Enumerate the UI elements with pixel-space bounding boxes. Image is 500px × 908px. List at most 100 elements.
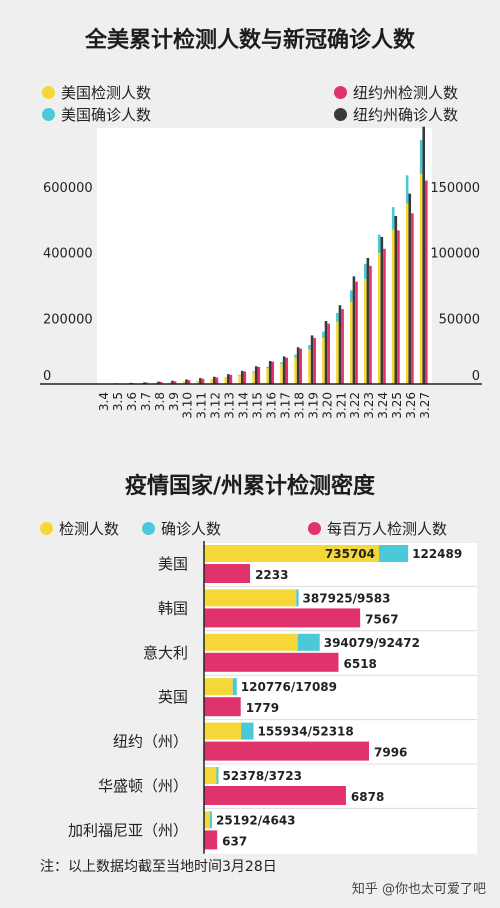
confirmed-bar bbox=[297, 633, 320, 651]
x-tick-label: 3.19 bbox=[306, 392, 320, 419]
us-tests-bar bbox=[238, 375, 241, 384]
left-tick-label: 200000 bbox=[43, 312, 93, 327]
left-tick-label: 0 bbox=[43, 369, 51, 384]
ny-confirmed-bar bbox=[310, 335, 314, 384]
legend-tests: 检测人数 bbox=[40, 518, 119, 539]
per-million-bar bbox=[204, 741, 369, 761]
tests-value-label: 155934/52318 bbox=[258, 725, 354, 739]
us-confirmed-bar bbox=[210, 379, 214, 381]
x-tick-label: 3.27 bbox=[418, 392, 432, 419]
x-tick-label: 3.13 bbox=[223, 392, 237, 419]
us-confirmed-bar bbox=[377, 234, 381, 253]
x-tick-label: 3.4 bbox=[97, 392, 111, 411]
confirmed-bar bbox=[241, 722, 254, 740]
ny-tests-bar bbox=[229, 374, 233, 384]
tests-bar bbox=[204, 767, 217, 784]
category-label: 英国 bbox=[158, 688, 188, 706]
legend-ny-confirmed: 纽约州确诊人数 bbox=[334, 104, 458, 125]
legend-label: 每百万人检测人数 bbox=[327, 520, 448, 538]
x-tick-label: 3.26 bbox=[404, 392, 418, 419]
ny-confirmed-bar bbox=[352, 276, 356, 384]
ny-confirmed-bar bbox=[422, 126, 426, 384]
legend-us-tests: 美国检测人数 bbox=[42, 82, 151, 103]
ny-confirmed-bar bbox=[394, 215, 398, 384]
legend-label: 美国检测人数 bbox=[61, 84, 152, 102]
ny-tests-bar bbox=[397, 230, 400, 384]
chart2-title: 疫情国家/州累计检测密度 bbox=[124, 474, 376, 499]
ny-tests-bar bbox=[173, 381, 177, 384]
cyan-dot-icon bbox=[142, 522, 155, 535]
cumulative-tests-chart: 0 200000 400000 600000 0 50000 100000 150000 3.4… bbox=[40, 126, 482, 419]
us-tests-bar bbox=[252, 372, 255, 384]
category-label: 意大利 bbox=[143, 644, 188, 662]
x-tick-label: 3.21 bbox=[334, 392, 348, 419]
ny-confirmed-bar bbox=[380, 236, 384, 384]
ny-confirmed-bar bbox=[213, 376, 216, 384]
us-confirmed-bar bbox=[336, 312, 339, 322]
pink-dot-icon bbox=[334, 86, 347, 99]
ny-tests-bar bbox=[201, 378, 205, 384]
tests-bar bbox=[204, 811, 210, 829]
us-confirmed-bar bbox=[224, 377, 228, 379]
category-label: 华盛顿（州） bbox=[98, 777, 188, 795]
per-million-bar bbox=[204, 608, 361, 628]
legend-per-million: 每百万人检测人数 bbox=[308, 518, 447, 539]
ny-tests-bar bbox=[355, 281, 358, 384]
ny-tests-bar bbox=[215, 377, 219, 384]
us-tests-bar bbox=[280, 364, 283, 384]
ny-tests-bar bbox=[369, 265, 372, 384]
x-tick-label: 3.7 bbox=[139, 392, 153, 411]
x-tick-label: 3.25 bbox=[390, 392, 404, 419]
us-tests-bar bbox=[322, 338, 325, 384]
ny-tests-bar bbox=[243, 371, 247, 384]
ny-confirmed-bar bbox=[199, 378, 202, 384]
legend-label: 检测人数 bbox=[59, 520, 120, 538]
per-million-value-label: 6878 bbox=[351, 790, 384, 804]
right-tick-label: 0 bbox=[472, 369, 480, 384]
ny-confirmed-bar bbox=[254, 366, 258, 384]
legend-ny-tests: 纽约州检测人数 bbox=[334, 82, 458, 103]
us-tests-bar bbox=[419, 173, 423, 384]
category-label: 美国 bbox=[158, 555, 188, 573]
us-tests-bar bbox=[308, 349, 311, 384]
right-tick-label: 150000 bbox=[430, 181, 480, 196]
ny-confirmed-bar bbox=[143, 382, 146, 384]
ny-tests-bar bbox=[285, 357, 289, 384]
per-million-bar bbox=[204, 652, 339, 672]
tests-value-label: 394079/92472 bbox=[324, 636, 420, 650]
x-tick-label: 3.8 bbox=[153, 392, 167, 411]
ny-confirmed-bar bbox=[171, 380, 174, 384]
us-tests-bar bbox=[294, 357, 297, 384]
per-million-value-label: 2233 bbox=[255, 568, 288, 582]
tests-value-label: 387925/9583 bbox=[303, 591, 391, 605]
ny-confirmed-bar bbox=[296, 347, 300, 384]
ny-tests-bar bbox=[313, 338, 316, 384]
x-tick-label: 3.14 bbox=[237, 392, 251, 419]
ny-confirmed-bar bbox=[240, 370, 244, 384]
ny-confirmed-bar bbox=[282, 356, 286, 384]
x-tick-label: 3.6 bbox=[125, 392, 139, 411]
us-confirmed-bar bbox=[238, 374, 241, 376]
per-million-bar bbox=[204, 697, 241, 717]
yellow-dot-icon bbox=[42, 86, 55, 99]
x-tick-label: 3.20 bbox=[320, 392, 334, 419]
us-confirmed-bar bbox=[322, 331, 325, 339]
ny-confirmed-bar bbox=[268, 361, 272, 384]
ny-tests-bar bbox=[425, 180, 428, 384]
us-tests-bar bbox=[182, 382, 186, 384]
x-tick-label: 3.22 bbox=[348, 392, 362, 419]
confirmed-bar bbox=[379, 545, 409, 562]
legend-label: 美国确诊人数 bbox=[61, 106, 152, 124]
confirmed-bar bbox=[296, 589, 299, 607]
pink-dot-icon bbox=[308, 522, 321, 535]
category-label: 韩国 bbox=[158, 599, 188, 617]
footnote: 注：以上数据均截至当地时间3月28日 bbox=[40, 859, 277, 875]
category-label: 纽约（州） bbox=[113, 733, 188, 751]
x-tick-label: 3.12 bbox=[209, 392, 223, 419]
ny-tests-bar bbox=[411, 213, 414, 384]
x-tick-label: 3.17 bbox=[278, 392, 292, 419]
ny-confirmed-bar bbox=[157, 381, 160, 384]
category-label: 加利福尼亚（州） bbox=[68, 821, 188, 839]
ny-confirmed-bar bbox=[408, 193, 412, 384]
ny-tests-bar bbox=[257, 366, 261, 384]
